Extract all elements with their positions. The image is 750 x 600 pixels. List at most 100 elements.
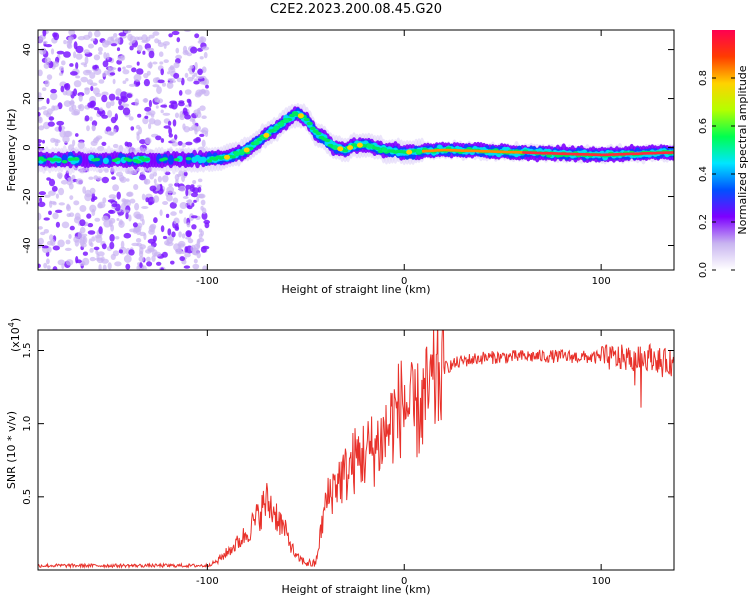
noise-speck xyxy=(157,176,162,183)
noise-speck xyxy=(55,209,63,213)
noise-speck xyxy=(159,61,164,65)
noise-speck xyxy=(153,195,160,203)
noise-speck xyxy=(122,107,131,116)
ridge-blob xyxy=(278,121,285,127)
ridge-core-green xyxy=(162,157,168,161)
noise-speck xyxy=(182,123,186,130)
noise-speck xyxy=(164,240,170,246)
noise-speck xyxy=(199,105,206,111)
noise-speck xyxy=(148,99,152,108)
noise-speck xyxy=(50,48,55,55)
noise-speck xyxy=(99,107,103,112)
noise-speck xyxy=(186,76,194,82)
noise-speck xyxy=(117,67,122,72)
noise-speck xyxy=(148,123,152,130)
noise-speck xyxy=(102,264,107,270)
ridge-blob xyxy=(224,154,230,160)
spectrogram-panel: -100 0 100 -40 -20 0 20 40 Height of straight l… xyxy=(5,29,675,296)
noise-speck xyxy=(68,234,72,239)
noise-speck xyxy=(178,101,185,107)
noise-speck xyxy=(67,177,74,181)
noise-speck xyxy=(193,258,198,264)
noise-speck xyxy=(148,34,155,39)
y-tick-label: 20 xyxy=(22,92,33,105)
noise-speck xyxy=(126,192,133,197)
noise-speck xyxy=(79,226,86,234)
noise-speck xyxy=(73,88,78,97)
x-tick-label: -100 xyxy=(196,276,219,287)
ridge-core-green xyxy=(135,160,142,164)
noise-speck xyxy=(91,236,96,242)
noise-speck xyxy=(142,98,149,103)
noise-speck xyxy=(115,37,121,42)
noise-speck xyxy=(111,176,116,180)
ridge-blob xyxy=(347,145,354,151)
noise-speck xyxy=(162,82,166,87)
ridge-core-green xyxy=(40,158,47,162)
noise-speck xyxy=(69,63,74,67)
noise-speck xyxy=(38,92,42,97)
ridge-blob xyxy=(263,132,270,138)
noise-speck xyxy=(128,214,132,222)
noise-speck xyxy=(184,89,192,95)
noise-speck xyxy=(130,126,135,131)
colorbar-label: Normalized spectral amplitude xyxy=(736,65,749,234)
noise-speck xyxy=(170,211,177,216)
noise-speck xyxy=(134,202,140,211)
noise-speck xyxy=(101,243,107,250)
noise-speck xyxy=(42,139,45,144)
noise-speck xyxy=(194,61,198,70)
noise-speck xyxy=(125,64,133,69)
noise-speck xyxy=(50,92,58,101)
noise-speck xyxy=(170,260,175,265)
noise-speck xyxy=(168,127,173,135)
noise-speck xyxy=(118,98,122,106)
ridge-core-green xyxy=(303,117,310,122)
noise-speck xyxy=(175,47,180,54)
noise-speck xyxy=(168,133,173,138)
colorbar-tick-label: 0.0 xyxy=(698,262,709,278)
noise-speck xyxy=(201,66,207,73)
noise-speck xyxy=(90,197,95,202)
noise-speck xyxy=(135,238,142,243)
noise-speck xyxy=(78,94,83,102)
noise-speck xyxy=(77,92,85,97)
noise-speck xyxy=(75,256,79,264)
noise-speck xyxy=(102,197,107,204)
noise-speck xyxy=(195,136,201,142)
noise-speck xyxy=(177,141,183,146)
noise-speck xyxy=(123,254,132,263)
noise-speck xyxy=(136,133,140,141)
noise-speck xyxy=(93,107,100,111)
noise-speck xyxy=(70,71,78,76)
noise-speck xyxy=(40,231,46,236)
noise-speck xyxy=(81,233,88,237)
noise-speck xyxy=(163,125,171,129)
noise-speck xyxy=(69,225,75,231)
noise-speck xyxy=(56,172,63,179)
noise-speck xyxy=(105,101,112,109)
noise-speck xyxy=(114,113,119,121)
noise-speck xyxy=(89,256,96,262)
noise-speck xyxy=(131,67,137,73)
noise-speck xyxy=(68,106,74,112)
ridge-blob xyxy=(332,145,339,151)
spectrogram-frame xyxy=(37,29,675,271)
noise-speck xyxy=(162,112,171,116)
noise-speck xyxy=(44,57,52,64)
snr-multiplier: (x104) xyxy=(7,318,22,352)
noise-speck xyxy=(141,193,146,201)
noise-speck xyxy=(56,120,65,126)
noise-speck xyxy=(80,242,87,248)
noise-speck xyxy=(201,139,206,148)
noise-speck xyxy=(178,185,186,192)
noise-speck xyxy=(55,193,60,199)
noise-speck xyxy=(119,176,127,183)
noise-speck xyxy=(105,126,112,132)
noise-speck xyxy=(73,80,82,88)
noise-speck xyxy=(90,100,97,107)
noise-speck xyxy=(149,185,157,192)
noise-speck xyxy=(182,50,189,56)
noise-speck xyxy=(103,52,107,59)
noise-speck xyxy=(192,180,197,184)
